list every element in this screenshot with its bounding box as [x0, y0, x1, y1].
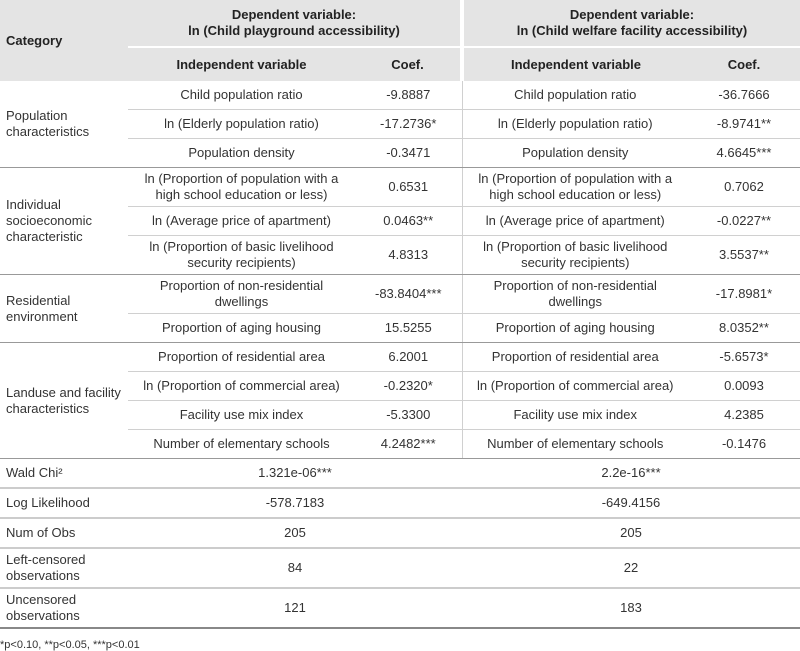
regression-table: Category Dependent variable: ln (Child pl… [0, 0, 800, 629]
independent-variable-cell: Child population ratio [128, 81, 355, 110]
independent-variable-cell: Proportion of residential area [128, 342, 355, 372]
stat-label: Wald Chi² [0, 458, 128, 489]
stat-row: Uncensored observations 121 183 [0, 588, 800, 629]
header-coef-2: Coef. [688, 47, 800, 81]
coefficient-cell: 4.8313 [355, 235, 463, 275]
footnote: *p<0.10, **p<0.05, ***p<0.01 [0, 639, 140, 651]
stat-value: 121 [128, 588, 462, 629]
stat-value: -649.4156 [462, 488, 800, 519]
independent-variable-cell: Proportion of residential area [462, 342, 688, 372]
coefficient-cell: -5.6573* [688, 342, 800, 372]
category-cell: Individual socioeconomic characteristic [0, 167, 128, 275]
independent-variable-cell: Facility use mix index [462, 400, 688, 430]
table-row: ln (Proportion of commercial area) -0.232… [0, 371, 800, 401]
independent-variable-cell: Population density [462, 138, 688, 168]
stat-label: Left-censored observations [0, 548, 128, 589]
stat-row: Left-censored observations 84 22 [0, 548, 800, 589]
coefficient-cell: -9.8887 [355, 81, 463, 110]
independent-variable-cell: Number of elementary schools [462, 429, 688, 459]
stat-label: Log Likelihood [0, 488, 128, 519]
stat-value: 1.321e-06*** [128, 458, 462, 489]
coefficient-cell: -0.2320* [355, 371, 463, 401]
coefficient-cell: 3.5537** [688, 235, 800, 275]
stat-label: Num of Obs [0, 518, 128, 549]
table-row: Population characteristics Child populati… [0, 81, 800, 168]
coefficient-cell: -8.9741** [688, 109, 800, 139]
stat-label: Uncensored observations [0, 588, 128, 629]
table-row: ln (Proportion of basic livelihood secur… [0, 235, 800, 275]
independent-variable-cell: ln (Average price of apartment) [128, 206, 355, 236]
stat-value: -578.7183 [128, 488, 462, 519]
coefficient-cell: 4.2385 [688, 400, 800, 430]
header-category: Category [0, 0, 128, 81]
stat-row: Num of Obs 205 205 [0, 518, 800, 549]
header-dependent-1: Dependent variable: ln (Child playground … [128, 0, 464, 48]
coefficient-cell: -0.0227** [688, 206, 800, 236]
coefficient-cell: 0.6531 [355, 167, 463, 207]
independent-variable-cell: ln (Proportion of commercial area) [128, 371, 355, 401]
table-row: Individual socioeconomic characteristic l… [0, 167, 800, 275]
coefficient-cell: 0.0093 [688, 371, 800, 401]
coefficient-cell: 0.7062 [688, 167, 800, 207]
table-row: Residential environment Proportion of non… [0, 274, 800, 343]
coefficient-cell: -0.1476 [688, 429, 800, 459]
independent-variable-cell: Number of elementary schools [128, 429, 355, 459]
coefficient-cell: 0.0463** [355, 206, 463, 236]
table-row: Landuse and facility characteristics Prop… [0, 342, 800, 459]
stat-value: 2.2e-16*** [462, 458, 800, 489]
independent-variable-cell: ln (Proportion of basic livelihood secur… [462, 235, 688, 275]
independent-variable-cell: ln (Elderly population ratio) [462, 109, 688, 139]
independent-variable-cell: Proportion of aging housing [128, 313, 355, 343]
category-cell: Residential environment [0, 274, 128, 343]
header-dependent-2: Dependent variable: ln (Child welfare fac… [462, 0, 800, 48]
independent-variable-cell: ln (Proportion of population with a high… [128, 167, 355, 207]
coefficient-cell: 4.6645*** [688, 138, 800, 168]
independent-variable-cell: ln (Proportion of commercial area) [462, 371, 688, 401]
table-row: Facility use mix index -5.3300 Facility us… [0, 400, 800, 430]
coefficient-cell: -83.8404*** [355, 274, 463, 314]
coefficient-cell: -17.2736* [355, 109, 463, 139]
table-row: Population density -0.3471 Population dens… [0, 138, 800, 168]
independent-variable-cell: Proportion of non-residential dwellings [128, 274, 355, 314]
independent-variable-cell: ln (Proportion of population with a high… [462, 167, 688, 207]
header-iv-2: Independent variable [462, 47, 688, 81]
stat-value: 205 [128, 518, 462, 549]
independent-variable-cell: Population density [128, 138, 355, 168]
coefficient-cell: 6.2001 [355, 342, 463, 372]
independent-variable-cell: ln (Proportion of basic livelihood secur… [128, 235, 355, 275]
stat-value: 183 [462, 588, 800, 629]
coefficient-cell: -0.3471 [355, 138, 463, 168]
coefficient-cell: 15.5255 [355, 313, 463, 343]
table-row: ln (Elderly population ratio) -17.2736* ln… [0, 109, 800, 139]
independent-variable-cell: Child population ratio [462, 81, 688, 110]
independent-variable-cell: ln (Elderly population ratio) [128, 109, 355, 139]
category-cell: Population characteristics [0, 81, 128, 168]
header-iv-1: Independent variable [128, 47, 355, 81]
independent-variable-cell: Proportion of aging housing [462, 313, 688, 343]
table-row: ln (Average price of apartment) 0.0463** l… [0, 206, 800, 236]
independent-variable-cell: ln (Average price of apartment) [462, 206, 688, 236]
stat-row: Log Likelihood -578.7183 -649.4156 [0, 488, 800, 519]
table-row: Number of elementary schools 4.2482*** Num… [0, 429, 800, 459]
independent-variable-cell: Proportion of non-residential dwellings [462, 274, 688, 314]
category-cell: Landuse and facility characteristics [0, 342, 128, 459]
header-coef-1: Coef. [355, 47, 464, 81]
stat-value: 205 [462, 518, 800, 549]
coefficient-cell: -17.8981* [688, 274, 800, 314]
coefficient-cell: -36.7666 [688, 81, 800, 110]
independent-variable-cell: Facility use mix index [128, 400, 355, 430]
stat-row: Wald Chi² 1.321e-06*** 2.2e-16*** [0, 458, 800, 489]
stat-value: 22 [462, 548, 800, 589]
coefficient-cell: -5.3300 [355, 400, 463, 430]
coefficient-cell: 8.0352** [688, 313, 800, 343]
stat-value: 84 [128, 548, 462, 589]
coefficient-cell: 4.2482*** [355, 429, 463, 459]
table-row: Proportion of aging housing 15.5255 Propor… [0, 313, 800, 343]
